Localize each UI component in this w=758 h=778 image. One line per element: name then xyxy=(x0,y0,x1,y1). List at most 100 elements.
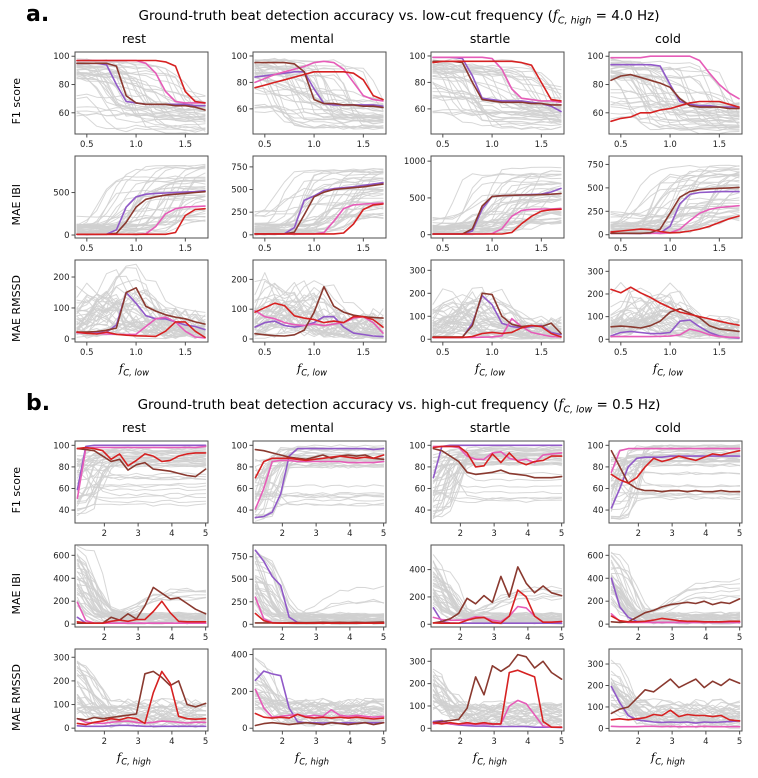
data-line xyxy=(254,466,385,499)
axes-box xyxy=(74,259,209,343)
data-line xyxy=(610,685,741,724)
tick-label: 0.5 xyxy=(80,348,94,358)
axes-box xyxy=(252,440,387,524)
data-line xyxy=(610,175,740,224)
data-line xyxy=(76,214,206,219)
tick-label: 0 xyxy=(64,620,69,630)
data-line xyxy=(254,706,385,719)
row-label-mae-rmssd: MAE RMSSD xyxy=(10,257,34,361)
axes-box xyxy=(74,51,209,135)
tick-label: 1.5 xyxy=(535,348,549,358)
data-line xyxy=(610,458,741,482)
data-line xyxy=(254,462,385,518)
tick-label: 0.5 xyxy=(436,348,450,358)
data-line xyxy=(610,588,741,616)
data-line xyxy=(432,300,562,340)
data-line xyxy=(432,64,562,99)
tick-label: 400 xyxy=(53,574,69,584)
xaxis-label: fC, high xyxy=(116,750,152,768)
tick-label: 4 xyxy=(347,529,352,539)
tick-label: 4 xyxy=(703,737,708,747)
data-line xyxy=(76,275,206,338)
data-line xyxy=(76,179,206,229)
data-line xyxy=(610,683,741,729)
data-line xyxy=(254,454,385,479)
data-line xyxy=(254,712,385,720)
data-line xyxy=(610,615,741,623)
data-line xyxy=(76,459,207,474)
panel-b-title-subscript: C, low xyxy=(563,404,593,416)
tick-label: 5 xyxy=(737,529,742,539)
tick-label: 1.0 xyxy=(129,244,143,254)
panel-b-column-titles: rest mental startle cold xyxy=(34,420,758,438)
data-line xyxy=(76,190,206,234)
tick-label: 3 xyxy=(669,737,674,747)
data-line xyxy=(254,170,384,228)
tick-label: 2 xyxy=(280,737,285,747)
tick-label: 3 xyxy=(135,529,140,539)
subplot-b-mae-ibi-rest: 2 3 4 5 0 200 400 600 xyxy=(53,544,209,643)
tick-label: 0 xyxy=(598,231,603,241)
data-line xyxy=(254,201,384,236)
subplot-a-f1-score-mental: 0.5 1.0 1.5 60 80 100 xyxy=(231,51,387,150)
axes-box xyxy=(430,155,565,239)
data-line xyxy=(610,678,741,715)
tick-label: 750 xyxy=(231,553,247,563)
panel-a: a. Ground-truth beat detection accuracy … xyxy=(0,0,758,381)
tick-label: 80 xyxy=(237,78,248,88)
data-line xyxy=(610,463,741,471)
tick-label: 2 xyxy=(458,633,463,643)
data-line xyxy=(432,297,562,331)
data-line xyxy=(610,709,741,722)
panel-b-header: b. Ground-truth beat detection accuracy … xyxy=(10,391,758,420)
data-line xyxy=(254,193,384,217)
data-line xyxy=(254,88,384,102)
tick-label: 80 xyxy=(59,81,70,91)
data-line xyxy=(432,324,562,339)
data-line xyxy=(432,56,562,104)
data-line xyxy=(254,72,384,110)
tick-label: 4 xyxy=(703,633,708,643)
data-line xyxy=(610,100,740,123)
data-line xyxy=(254,721,385,727)
tick-label: 5 xyxy=(559,633,564,643)
data-line xyxy=(254,302,384,328)
data-line xyxy=(432,701,563,719)
tick-label: 60 xyxy=(415,105,426,115)
tick-label: 80 xyxy=(59,463,70,473)
tick-label: 1.0 xyxy=(307,140,321,150)
data-line xyxy=(76,186,206,229)
tick-label: 5 xyxy=(381,737,386,747)
tick-label: 600 xyxy=(587,551,603,561)
data-line xyxy=(610,601,741,617)
data-line xyxy=(254,551,385,618)
data-line xyxy=(76,660,207,707)
data-line xyxy=(254,702,385,717)
axes-box xyxy=(608,544,743,628)
tick-label: 3 xyxy=(313,633,318,643)
subplot-a-f1-score-rest: 0.5 1.0 1.5 60 80 100 xyxy=(53,51,209,150)
data-line xyxy=(432,689,563,715)
tick-label: 100 xyxy=(587,441,603,451)
panel-a-plot-grid: F1 score 0.5 1.0 1.5 60 80 100 0.5 1.0 1.5 60 80 100… xyxy=(10,49,758,361)
subplot-a-mae-rmssd-cold: 0.5 1.0 1.5 0 100 200 300 xyxy=(587,259,743,358)
data-line xyxy=(432,170,562,228)
data-line xyxy=(610,112,740,132)
data-line xyxy=(432,447,563,479)
data-line xyxy=(254,612,385,624)
tick-label: 1.0 xyxy=(307,244,321,254)
data-line xyxy=(76,600,207,624)
tick-label: 3 xyxy=(669,529,674,539)
tick-label: 1.0 xyxy=(663,244,677,254)
tick-label: 0 xyxy=(64,335,69,345)
column-title-startle: startle xyxy=(469,31,511,46)
tick-label: 2 xyxy=(458,737,463,747)
tick-label: 0 xyxy=(420,231,425,241)
data-line xyxy=(610,297,740,333)
data-line xyxy=(76,291,206,334)
column-title-mental: mental xyxy=(290,31,334,46)
data-line xyxy=(76,187,206,232)
data-line xyxy=(610,495,741,518)
tick-label: 100 xyxy=(231,52,247,62)
tick-label: 1.5 xyxy=(179,140,193,150)
